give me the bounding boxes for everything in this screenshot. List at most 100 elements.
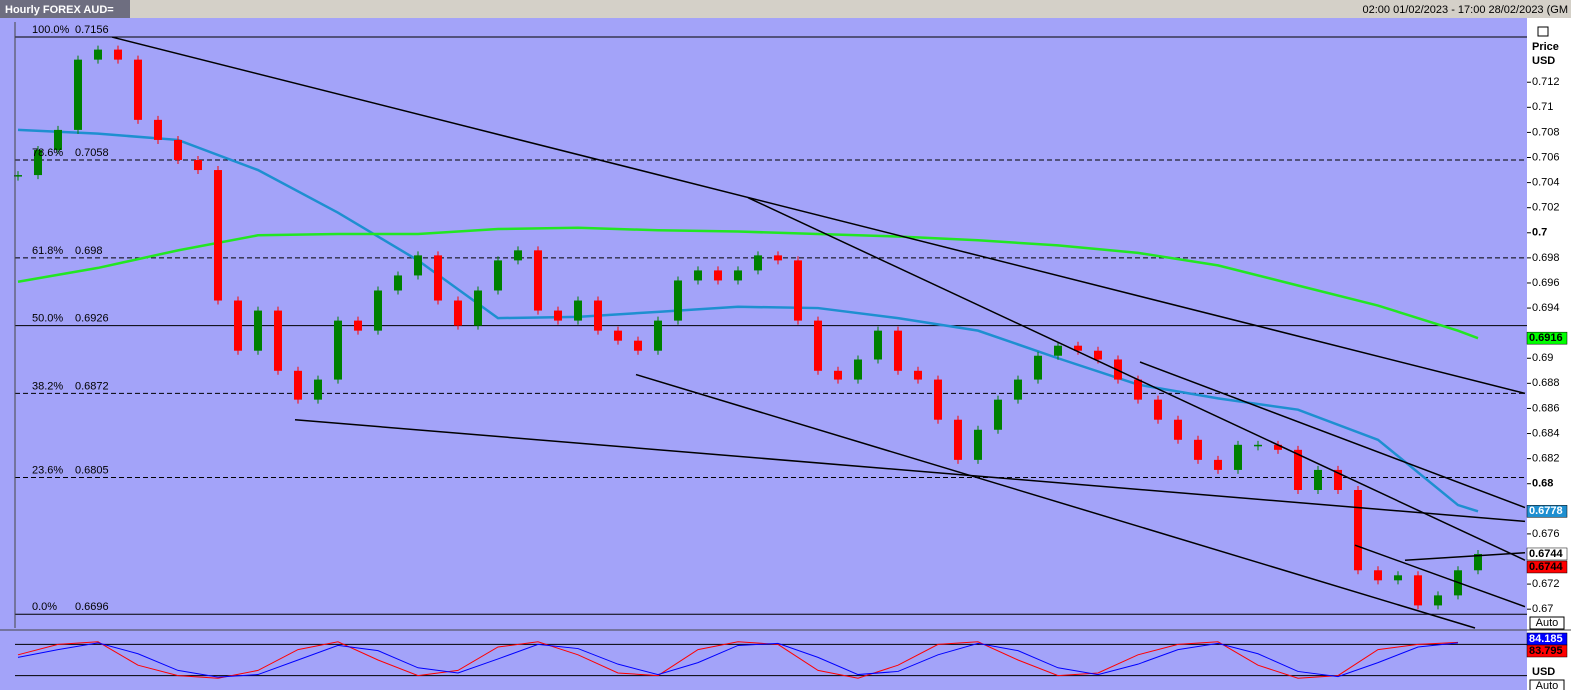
auto-button[interactable] (1529, 679, 1565, 690)
candle (314, 379, 322, 400)
price-tag (1526, 547, 1568, 561)
candle (274, 310, 282, 371)
price-tag (1526, 560, 1568, 574)
candle (74, 59, 82, 130)
candle (814, 320, 822, 371)
fib-value: 0.6696 (75, 601, 109, 613)
trendline (1139, 361, 1526, 509)
y-tick-label: 0.688 (1532, 377, 1560, 389)
candle (774, 255, 782, 261)
price-tag-label: 0.6916 (1529, 332, 1563, 344)
y-tick-label: 0.708 (1532, 126, 1560, 138)
candle (694, 270, 702, 281)
candle (1074, 345, 1082, 351)
price-tag (1526, 331, 1568, 345)
candle (834, 370, 842, 380)
candle (714, 270, 722, 281)
y-tick-label: 0.672 (1532, 578, 1560, 590)
auto-button-label[interactable]: Auto (1536, 680, 1559, 690)
trendline (1404, 551, 1526, 561)
y-tick-label: 0.684 (1532, 427, 1560, 439)
y-unit: USD (1532, 55, 1555, 67)
candle (1234, 444, 1242, 470)
candle (394, 275, 402, 291)
candle (1274, 444, 1282, 450)
candle (1094, 350, 1102, 360)
candle (794, 260, 802, 321)
candle (354, 320, 362, 331)
fib-value: 0.6926 (75, 313, 109, 325)
candle (1174, 419, 1182, 440)
fib-label: 50.0% (32, 313, 63, 325)
y-tick-label: 0.71 (1532, 101, 1553, 113)
y-tick-label: 0.7 (1532, 227, 1547, 239)
fib-value: 0.6805 (75, 464, 109, 476)
candle (934, 379, 942, 420)
auto-button-label[interactable]: Auto (1536, 617, 1559, 629)
chart-title: Hourly FOREX AUD= (5, 4, 114, 16)
fib-label: 61.8% (32, 245, 63, 257)
price-tag (1526, 644, 1568, 658)
candle (1334, 469, 1342, 490)
price-tag-label: 83.795 (1529, 645, 1563, 657)
candle (1154, 399, 1162, 420)
candle (374, 290, 382, 331)
fib-value: 0.698 (75, 245, 103, 257)
candle (294, 370, 302, 400)
y-tick-label: 0.696 (1532, 277, 1560, 289)
candle (994, 399, 1002, 430)
y-tick-label: 0.686 (1532, 402, 1560, 414)
candle (494, 260, 502, 291)
y-tick-label: 0.682 (1532, 453, 1560, 465)
candle (1434, 595, 1442, 606)
candle (754, 255, 762, 271)
candle (234, 300, 242, 351)
candle (534, 250, 542, 311)
candle (474, 290, 482, 326)
candle (54, 129, 62, 150)
candle (914, 370, 922, 380)
candle (214, 170, 222, 301)
y-tick-label: 0.712 (1532, 76, 1560, 88)
candle (1394, 575, 1402, 581)
stoch-unit: USD (1532, 666, 1555, 678)
y-tick-label: 0.702 (1532, 202, 1560, 214)
moving-average (17, 128, 1479, 513)
candle (1314, 469, 1322, 490)
candle (94, 49, 102, 60)
fib-label: 78.6% (32, 147, 63, 159)
y-label: Price (1532, 41, 1559, 53)
panel-icon[interactable] (1537, 26, 1549, 37)
trendline (294, 418, 1526, 523)
y-tick-label: 0.698 (1532, 252, 1560, 264)
candle (454, 300, 462, 326)
candle (1414, 575, 1422, 606)
header-bar (0, 0, 1571, 18)
stoch-line (17, 641, 1459, 679)
y-tick-label: 0.676 (1532, 528, 1560, 540)
candle (254, 310, 262, 351)
fib-label: 38.2% (32, 380, 63, 392)
candle (174, 139, 182, 161)
trendline (1354, 544, 1526, 608)
moving-average (17, 226, 1479, 340)
candle (1254, 444, 1262, 447)
fib-value: 0.7058 (75, 147, 109, 159)
candle (1034, 355, 1042, 380)
candle (1214, 459, 1222, 470)
candle (954, 419, 962, 460)
candle (1014, 379, 1022, 400)
candle (974, 429, 982, 460)
candle (734, 270, 742, 281)
candle (1194, 439, 1202, 460)
candle (634, 340, 642, 351)
candle (434, 255, 442, 301)
candle (594, 300, 602, 331)
date-range: 02:00 01/02/2023 - 17:00 28/02/2023 (GM (1363, 4, 1569, 16)
candle (154, 119, 162, 140)
y-tick-label: 0.704 (1532, 177, 1560, 189)
y-tick-label: 0.694 (1532, 302, 1560, 314)
auto-button[interactable] (1529, 616, 1565, 630)
